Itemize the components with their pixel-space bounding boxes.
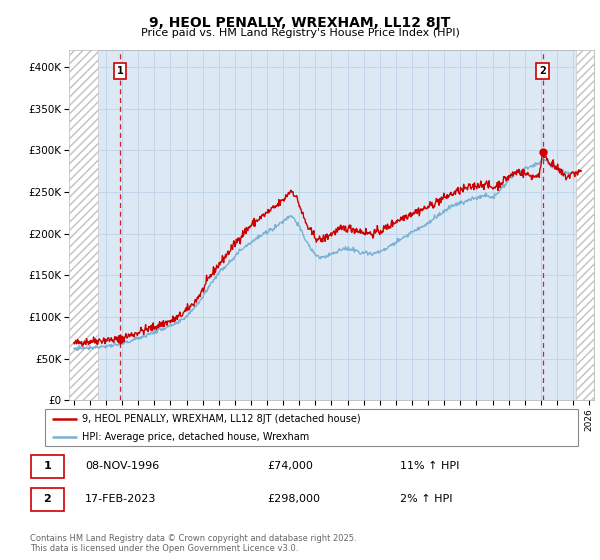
Text: 1: 1 — [43, 461, 51, 472]
Text: Contains HM Land Registry data © Crown copyright and database right 2025.
This d: Contains HM Land Registry data © Crown c… — [30, 534, 356, 553]
Text: 08-NOV-1996: 08-NOV-1996 — [85, 461, 160, 472]
Text: 1: 1 — [116, 67, 123, 76]
FancyBboxPatch shape — [31, 488, 64, 511]
Text: £298,000: £298,000 — [268, 494, 320, 505]
Text: Price paid vs. HM Land Registry's House Price Index (HPI): Price paid vs. HM Land Registry's House … — [140, 28, 460, 38]
Text: £74,000: £74,000 — [268, 461, 313, 472]
Text: 2% ↑ HPI: 2% ↑ HPI — [400, 494, 452, 505]
Text: 9, HEOL PENALLY, WREXHAM, LL12 8JT (detached house): 9, HEOL PENALLY, WREXHAM, LL12 8JT (deta… — [83, 414, 361, 423]
Text: 2: 2 — [43, 494, 51, 505]
Text: 2: 2 — [539, 67, 546, 76]
Text: HPI: Average price, detached house, Wrexham: HPI: Average price, detached house, Wrex… — [83, 432, 310, 442]
Text: 11% ↑ HPI: 11% ↑ HPI — [400, 461, 459, 472]
Text: 17-FEB-2023: 17-FEB-2023 — [85, 494, 157, 505]
Text: 9, HEOL PENALLY, WREXHAM, LL12 8JT: 9, HEOL PENALLY, WREXHAM, LL12 8JT — [149, 16, 451, 30]
FancyBboxPatch shape — [45, 409, 578, 446]
FancyBboxPatch shape — [31, 455, 64, 478]
